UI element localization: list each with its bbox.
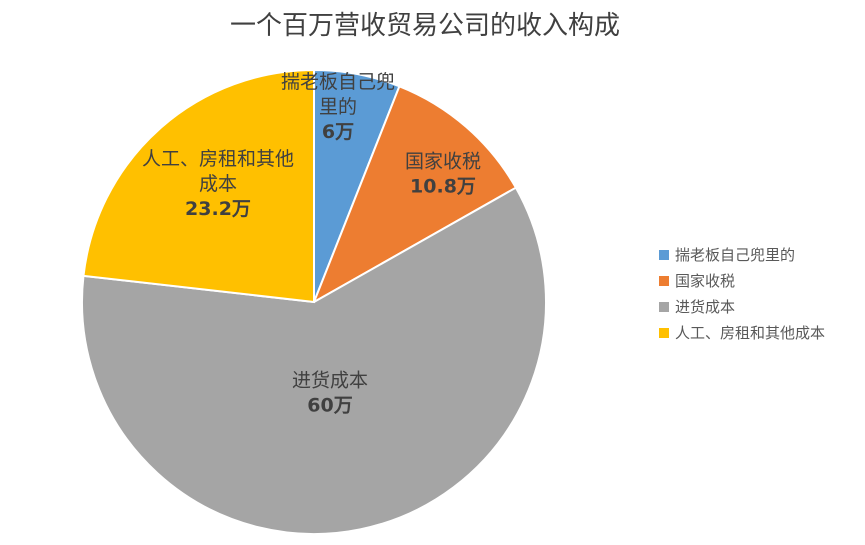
data-label: 揣老板自己兜里的 6万 [281, 71, 395, 143]
legend-label: 进货成本 [675, 298, 735, 316]
legend-swatch [659, 302, 669, 312]
data-label: 人工、房租和其他成本 23.2万 [142, 148, 294, 220]
chart-title: 一个百万营收贸易公司的收入构成 [230, 11, 620, 41]
legend-label: 国家收税 [675, 272, 735, 290]
pie-slice [82, 68, 315, 304]
legend-label: 揣老板自己兜里的 [675, 246, 795, 264]
legend-swatch [659, 250, 669, 260]
data-label: 国家收税 10.8万 [405, 151, 481, 198]
legend-swatch [659, 328, 669, 338]
legend-label: 人工、房租和其他成本 [675, 324, 825, 342]
legend-swatch [659, 276, 669, 286]
pie-slice [312, 84, 518, 305]
pie-slice [80, 186, 547, 535]
pie-slices [80, 68, 547, 535]
data-label: 进货成本 60万 [292, 370, 368, 417]
